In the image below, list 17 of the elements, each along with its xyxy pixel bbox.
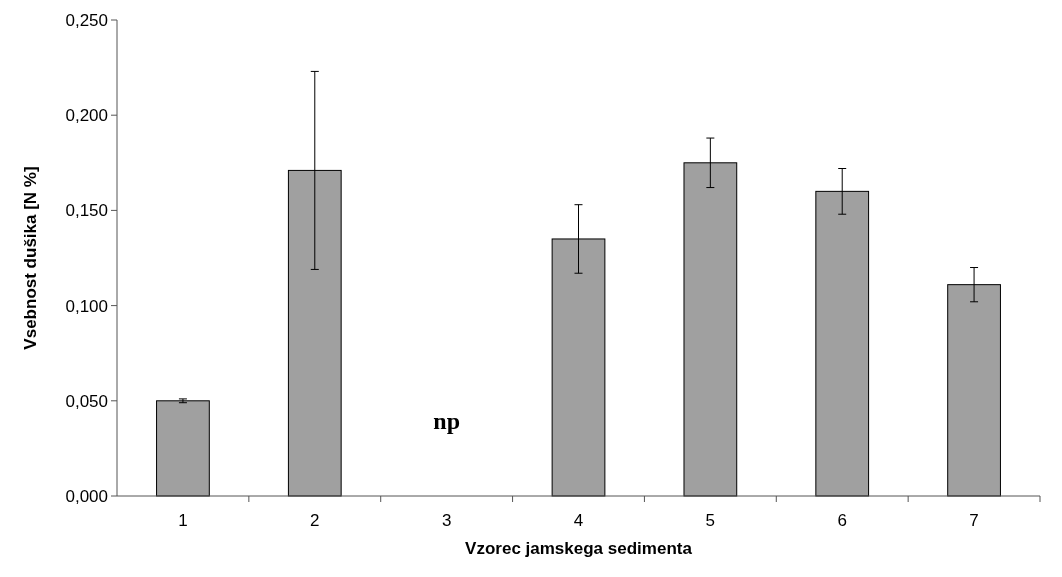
y-tick-label: 0,250 (65, 10, 108, 30)
x-tick-label: 4 (573, 511, 584, 530)
y-tick-label: 0,200 (65, 106, 108, 126)
annotation: np (433, 408, 460, 435)
x-tick-label: 6 (837, 511, 847, 530)
bar (156, 400, 210, 497)
y-tick-label: 0,000 (65, 486, 108, 506)
y-tick-label: 0,050 (65, 391, 108, 411)
y-axis-title: Vsebnost dušika [N %] (21, 166, 40, 350)
x-tick-label: 2 (310, 511, 320, 530)
x-tick-label: 3 (441, 511, 452, 530)
x-axis-title: Vzorec jamskega sedimenta (465, 539, 693, 558)
y-tick-label: 0,100 (65, 296, 108, 316)
x-tick-label: 7 (969, 511, 979, 530)
y-tick-label: 0,150 (65, 201, 108, 221)
x-tick-label: 5 (705, 511, 716, 530)
x-tick-label: 1 (178, 511, 188, 530)
